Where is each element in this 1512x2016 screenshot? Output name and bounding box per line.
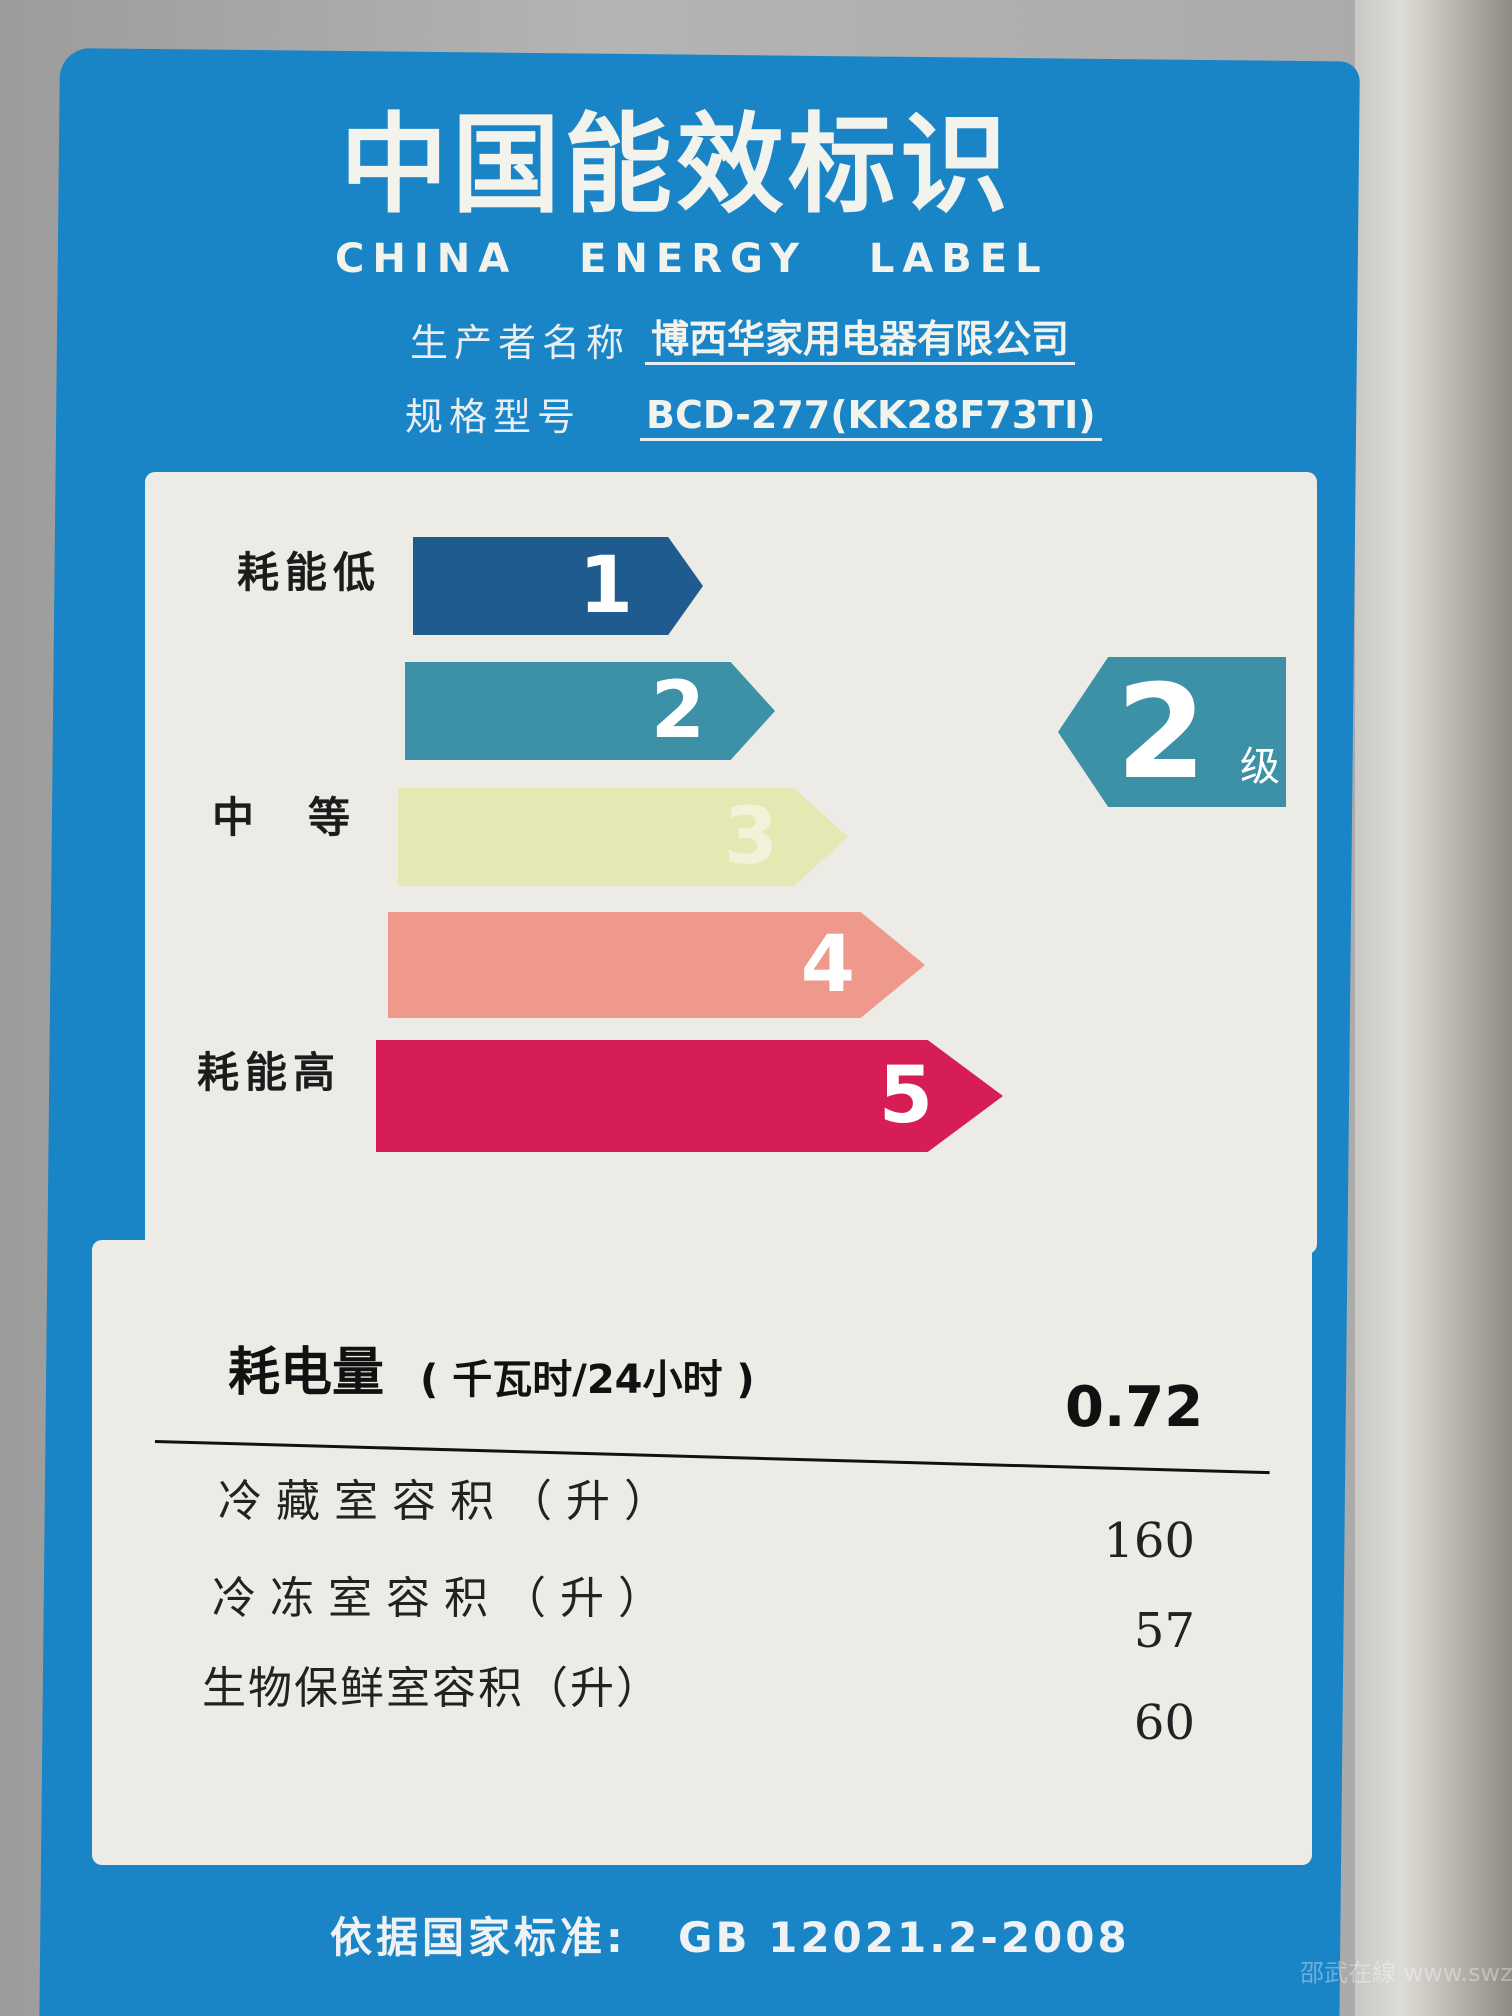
- grade-number: 3: [723, 792, 778, 882]
- volume-label: 冷藏室容积（升）: [218, 1476, 682, 1527]
- volume-value: 160: [1103, 1513, 1195, 1569]
- rating-indicator: 2 级: [1058, 657, 1286, 807]
- consumption-label: 耗电量: [228, 1343, 385, 1403]
- label-title-cn: 中国能效标识: [340, 103, 1013, 228]
- standard-label: 依据国家标准:: [330, 1913, 627, 1962]
- model-label: 规格型号: [405, 395, 582, 439]
- grade-3-arrow: 3: [398, 788, 848, 886]
- volume-value: 57: [1133, 1603, 1195, 1659]
- data-panel: [92, 1240, 1312, 1865]
- site-watermark: 邵武在線 www.swzx.com: [1300, 1959, 1512, 1987]
- consumption-unit: ( 千瓦时/24小时 ): [420, 1357, 755, 1403]
- fridge-surface: [1355, 0, 1512, 2016]
- label-title-en: CHINA ENERGY LABEL: [335, 236, 1049, 282]
- grade-number: 2: [650, 666, 705, 756]
- grade-2-arrow: 2: [405, 662, 775, 760]
- grade-1-arrow: 1: [413, 537, 703, 635]
- grade-number: 4: [800, 920, 855, 1010]
- grade-4-arrow: 4: [388, 912, 925, 1018]
- low-consumption-label: 耗能低: [237, 548, 382, 597]
- volume-label: 冷冻室容积（升）: [212, 1573, 676, 1624]
- grade-number: 1: [578, 541, 633, 631]
- volume-value: 60: [1133, 1695, 1195, 1751]
- volume-label: 生物保鲜室容积（升）: [202, 1663, 662, 1714]
- grade-number: 5: [878, 1051, 933, 1141]
- consumption-value: 0.72: [1065, 1375, 1204, 1440]
- grade-5-arrow: 5: [376, 1040, 1003, 1152]
- mid-consumption-label: 中 等: [212, 793, 357, 842]
- high-consumption-label: 耗能高: [197, 1048, 342, 1097]
- rating-unit: 级: [1240, 744, 1280, 790]
- model-value: BCD-277(KK28F73TI): [640, 394, 1102, 441]
- rating-value: 2: [1116, 656, 1207, 808]
- standard-value: GB 12021.2-2008: [678, 1913, 1130, 1962]
- manufacturer-label: 生产者名称: [410, 321, 631, 365]
- manufacturer-value: 博西华家用电器有限公司: [645, 318, 1076, 365]
